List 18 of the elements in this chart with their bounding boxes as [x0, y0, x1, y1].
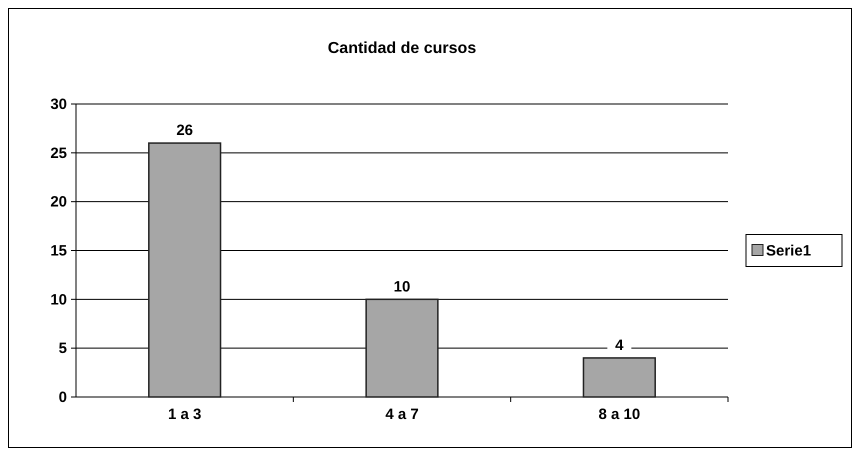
bar	[148, 142, 222, 398]
data-label: 10	[394, 278, 410, 296]
data-label: 4	[615, 336, 624, 354]
x-tick-label: 8 a 10	[598, 406, 640, 423]
y-tick-label: 0	[58, 389, 67, 406]
legend-label: Serie1	[766, 242, 812, 260]
y-tick-label: 10	[50, 291, 67, 308]
chart-title: Cantidad de cursos	[328, 40, 476, 57]
y-tick-label: 15	[50, 242, 67, 260]
y-tick-label: 20	[50, 194, 67, 211]
data-label: 26	[176, 122, 194, 140]
y-tick-label: 25	[50, 144, 67, 162]
x-tick-label: 1 a 3	[168, 406, 202, 423]
bar	[365, 298, 439, 398]
y-tick-label: 5	[58, 340, 67, 358]
bar	[582, 357, 656, 398]
y-tick-label: 30	[50, 96, 67, 113]
x-tick-label: 4 a 7	[385, 406, 419, 423]
